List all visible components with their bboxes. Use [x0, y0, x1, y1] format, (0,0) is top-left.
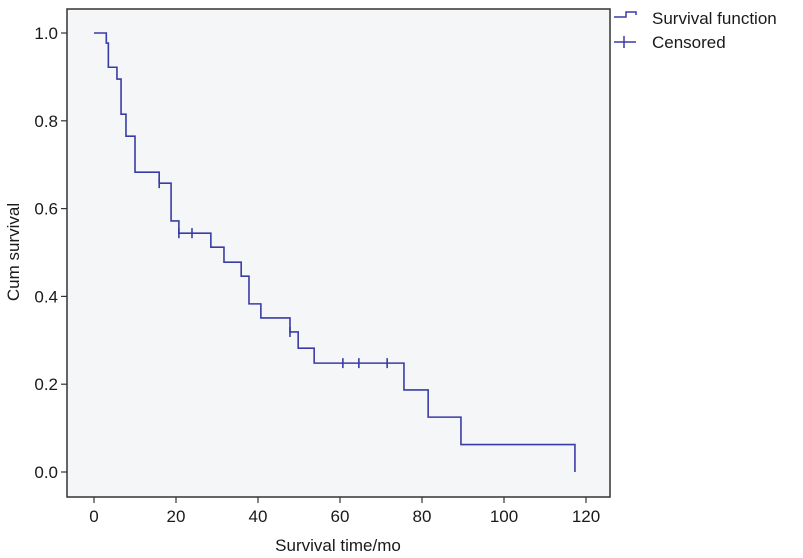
x-tick-label: 100 [490, 507, 518, 526]
step-line-icon [614, 11, 637, 18]
censored-markers [158, 178, 388, 369]
legend-item-survival-function: Survival function [614, 9, 777, 28]
x-tick-label: 120 [572, 507, 600, 526]
y-tick-label: 0.4 [34, 287, 58, 306]
x-axis-title: Survival time/mo [275, 536, 401, 555]
legend: Survival function Censored [614, 9, 777, 52]
legend-item-censored: Censored [614, 33, 726, 52]
y-tick-label: 0.0 [34, 463, 58, 482]
x-tick-label: 20 [167, 507, 186, 526]
x-axis: 0 20 40 60 80 100 120 [89, 497, 600, 526]
legend-label-survival-function: Survival function [652, 9, 777, 28]
legend-label-censored: Censored [652, 33, 726, 52]
x-tick-label: 40 [249, 507, 268, 526]
plus-marker-icon [614, 36, 636, 48]
survival-step-line [94, 32, 576, 472]
y-axis: 0.0 0.2 0.4 0.6 0.8 1.0 [34, 24, 67, 482]
y-tick-label: 0.2 [34, 375, 58, 394]
plot-area [66, 8, 611, 498]
y-tick-label: 0.8 [34, 112, 58, 131]
survival-curve [94, 32, 576, 472]
x-tick-label: 0 [89, 507, 98, 526]
x-tick-label: 60 [331, 507, 350, 526]
x-tick-label: 80 [413, 507, 432, 526]
y-tick-label: 1.0 [34, 24, 58, 43]
y-tick-label: 0.6 [34, 200, 58, 219]
y-axis-title: Cum survival [4, 203, 23, 301]
